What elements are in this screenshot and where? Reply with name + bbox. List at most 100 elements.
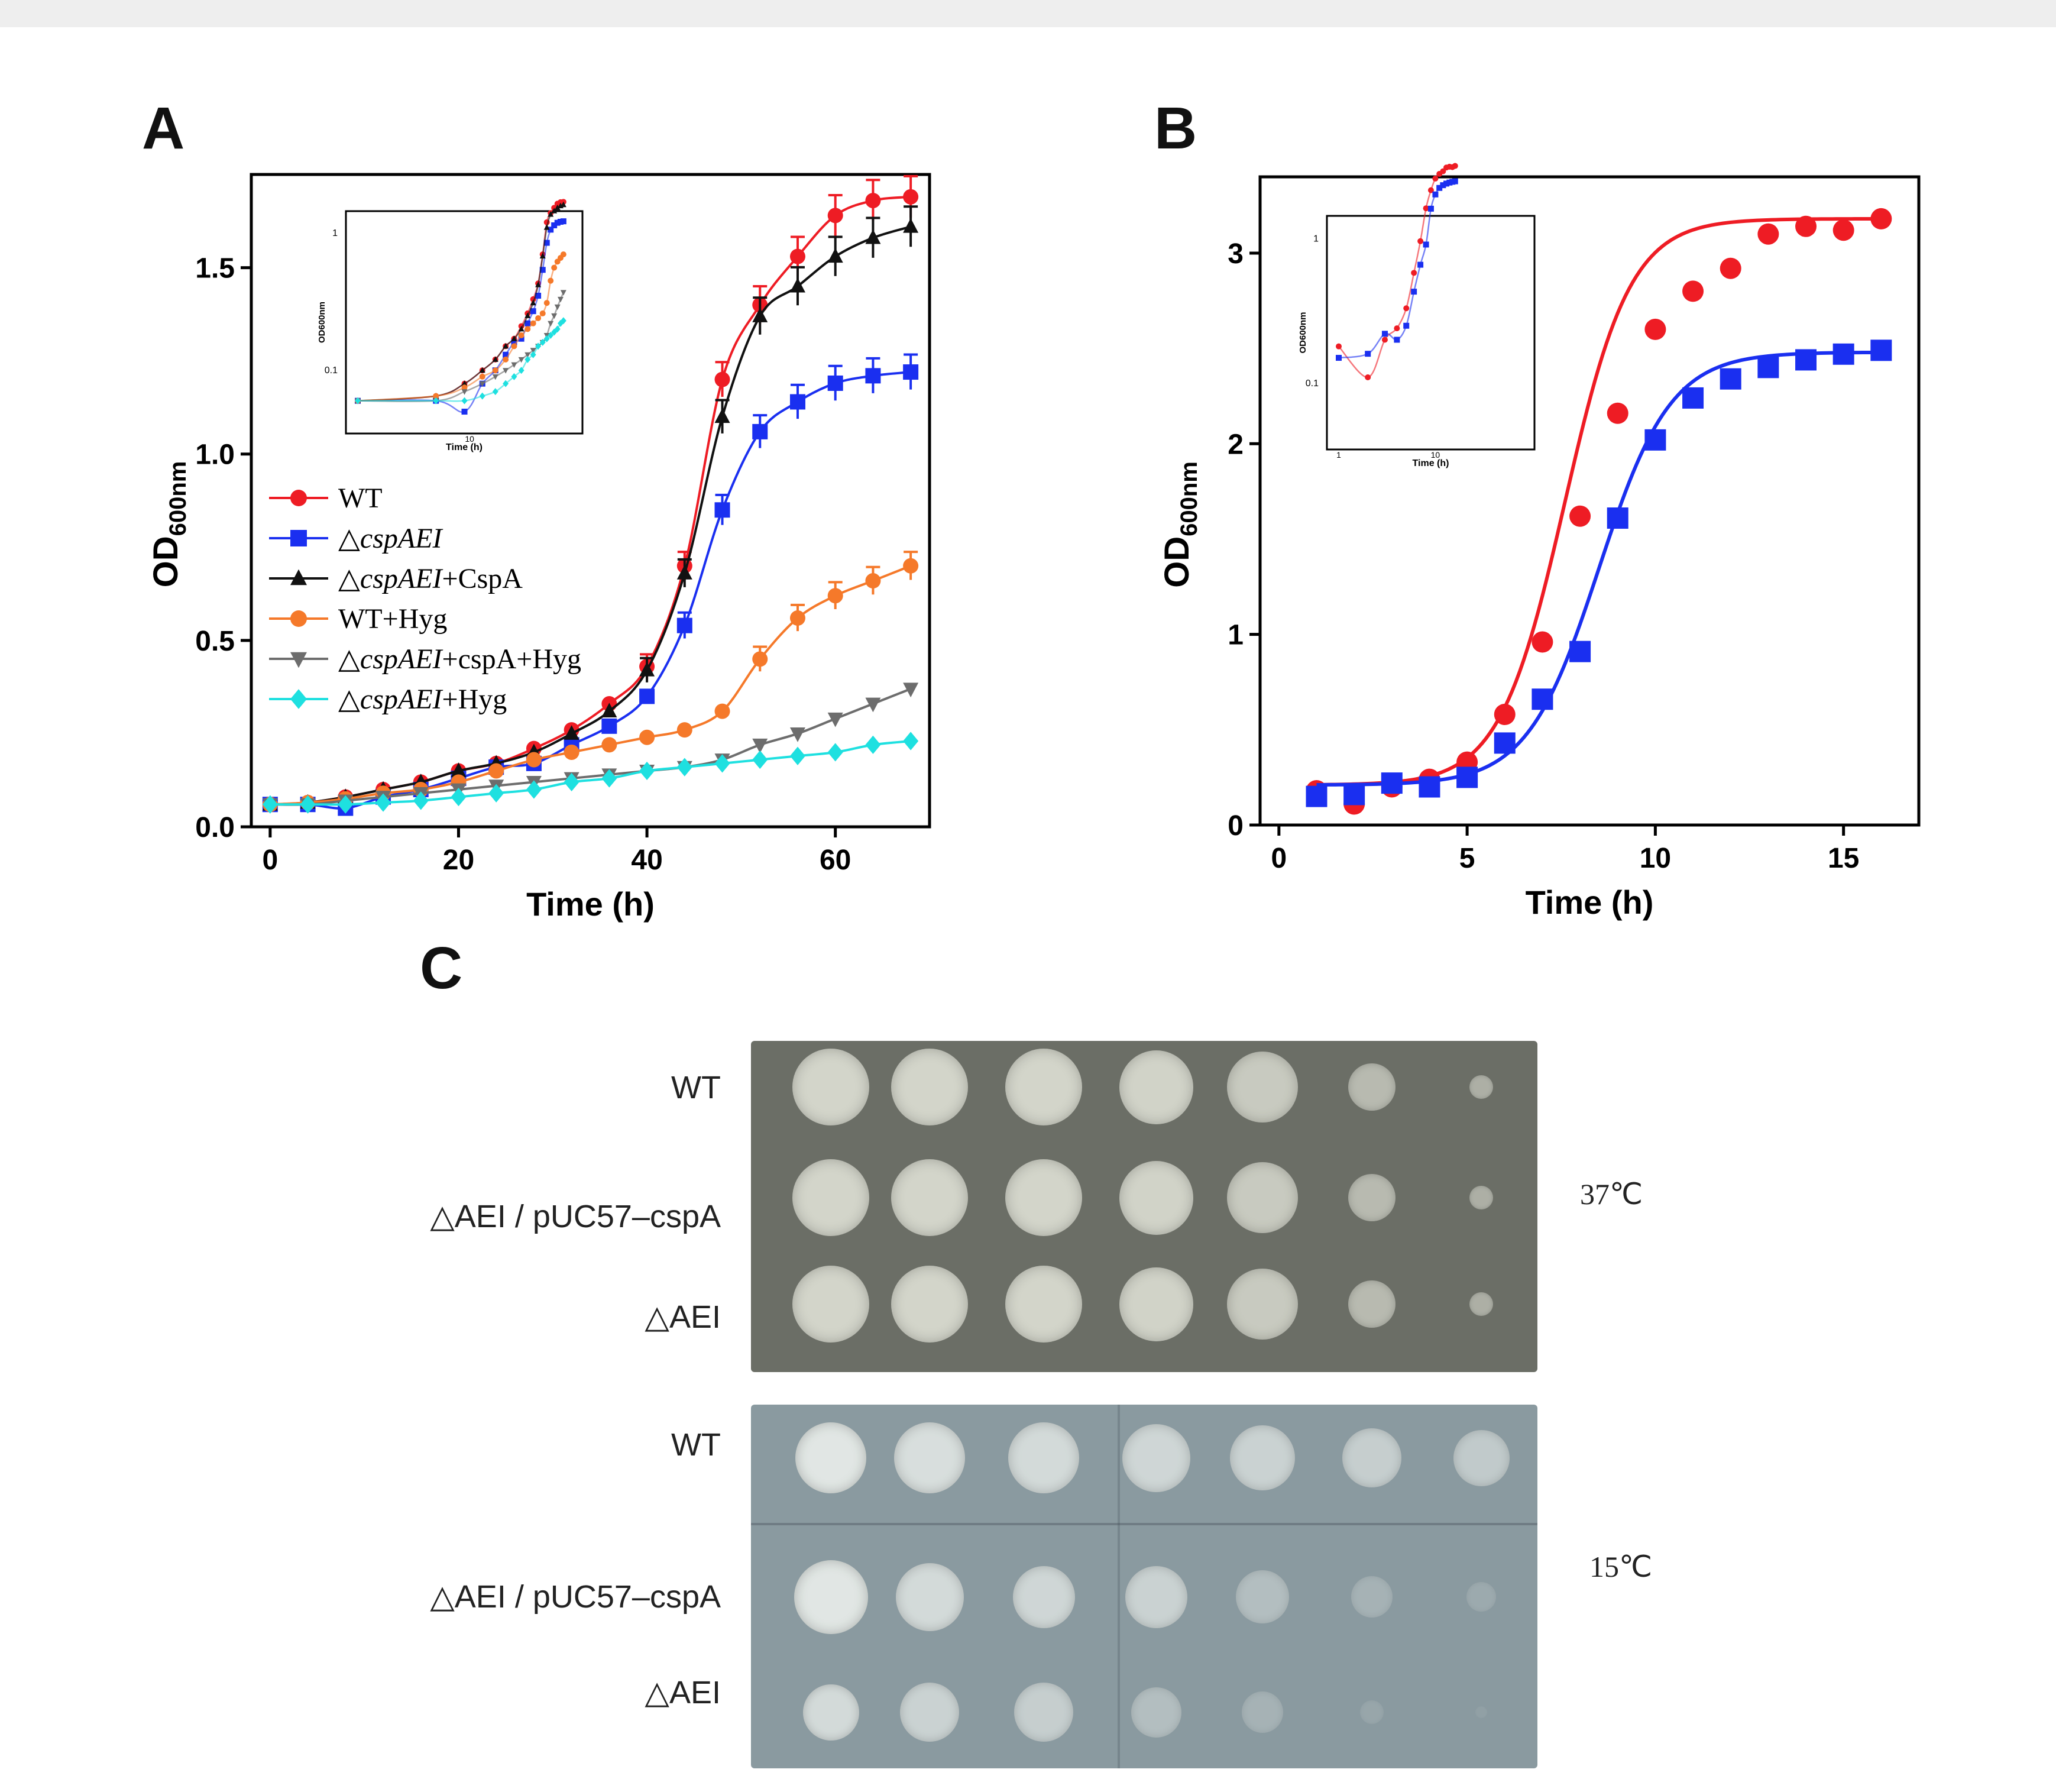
chart-b-data-point <box>1607 402 1628 424</box>
colony-spot <box>1348 1063 1396 1111</box>
chart-b-inset-point <box>1394 337 1400 343</box>
chart-b-inset-point <box>1423 241 1429 248</box>
colony-spot <box>1227 1269 1298 1340</box>
chart-b-data-point <box>1343 784 1365 806</box>
chart-a-data-point <box>639 729 655 745</box>
colony-spot <box>1469 1075 1493 1099</box>
chart-b-inset-point <box>1436 185 1443 191</box>
chart-a-data-point <box>903 558 919 574</box>
chart-a-inset-point <box>503 356 509 363</box>
chart-a-data-point <box>865 193 881 209</box>
chart-a-legend-label: △cspAEI+CspA <box>338 563 523 594</box>
chart-b-inset-point <box>1432 175 1439 182</box>
chart-b-data-point <box>1720 257 1741 279</box>
colony-spot <box>1469 1186 1493 1209</box>
chart-a-inset-point <box>560 201 566 208</box>
chart-b-inset-y-label: OD600nm <box>1298 312 1308 353</box>
chart-b-data-point <box>1832 219 1854 241</box>
colony-spot <box>895 1563 964 1631</box>
chart-a-data-point <box>752 750 768 769</box>
chart-b-inset-point <box>1336 355 1342 361</box>
chart-a-inset-point <box>554 204 561 211</box>
colony-spot <box>792 1159 869 1236</box>
chart-a-inset-point <box>461 397 468 405</box>
svg-text:OD600nm: OD600nm <box>1158 461 1202 588</box>
chart-a-data-point <box>564 772 579 791</box>
colony-spot <box>1466 1582 1496 1612</box>
colony-spot <box>1012 1565 1075 1628</box>
chart-a-inset-point <box>560 317 566 325</box>
chart-a-legend-marker <box>290 652 307 668</box>
chart-a-data-point <box>564 744 579 760</box>
chart-a-data-point <box>413 791 429 810</box>
chart-a-inset-point <box>560 290 566 296</box>
row-label-wt-37: WT <box>671 1070 721 1105</box>
chart-a-data-point <box>488 763 504 779</box>
chart-a-inset-point <box>539 267 546 273</box>
chart-b-inset-y-tick-label: 1 <box>1313 234 1319 244</box>
chart-a-inset-point <box>503 368 509 374</box>
panel-label-c: C <box>420 935 463 1001</box>
chart-a-inset-point <box>548 211 554 217</box>
chart-a-data-point <box>601 703 617 718</box>
chart-b-plot-frame <box>1258 175 1921 827</box>
chart-a-inset-point <box>518 332 524 338</box>
chart-b-inset-point <box>1403 305 1410 312</box>
chart-a-x-tick-label: 40 <box>631 845 662 876</box>
colony-spot <box>1119 1050 1193 1124</box>
chart-a-data-point <box>752 423 768 439</box>
chart-a-inset-point <box>511 335 517 341</box>
chart-b-x-tick-label: 10 <box>1640 843 1671 874</box>
plate-grid-line <box>1118 1405 1120 1768</box>
chart-a-inset-point <box>530 351 536 358</box>
colony-spot <box>1469 1292 1493 1316</box>
colony-spot <box>894 1422 965 1493</box>
chart-a-inset-point <box>554 304 561 310</box>
chart-a-inset-point <box>539 310 546 316</box>
chart-b-data-point <box>1757 357 1779 379</box>
chart-a-inset-point <box>492 388 498 396</box>
chart-a-inset-point <box>524 352 531 358</box>
chart-b-data-point <box>1644 318 1666 340</box>
chart-a-inset-point <box>479 381 485 387</box>
chart-a-data-point <box>903 364 919 380</box>
chart-a-data-point <box>903 682 919 698</box>
chart-a-inset-point <box>551 222 558 228</box>
chart-b-y-tick-label: 3 <box>1228 238 1244 270</box>
chart-a-inset-point <box>554 219 561 226</box>
chart-a-data-point <box>714 371 730 387</box>
chart-a-data-point <box>375 793 391 812</box>
chart-b-inset-point <box>1394 325 1400 332</box>
chart-a-inset-point <box>461 389 468 395</box>
chart-a-inset-y-label: OD600nm <box>317 302 327 343</box>
chart-a-data-point <box>865 229 881 244</box>
chart-a-data-point <box>827 743 843 762</box>
chart-a-data-point <box>865 735 881 754</box>
chart-a-legend-marker <box>290 490 307 506</box>
chart-a-data-point <box>789 746 805 765</box>
chart-a-inset-point <box>530 320 536 326</box>
plate-15c <box>751 1405 1537 1768</box>
chart-b-inset-point <box>1440 182 1446 189</box>
chart-b-inset-y-tick-label: 0.1 <box>1306 379 1319 389</box>
chart-a-data-point <box>676 722 692 738</box>
colony-spot <box>1348 1174 1396 1221</box>
chart-a-inset-point <box>511 362 517 368</box>
row-label-mutant-15: △AEI <box>645 1675 721 1710</box>
chart-a-data-point <box>827 375 843 391</box>
chart-b-data-point <box>1532 631 1553 653</box>
chart-a-inset-x-label: Time (h) <box>446 442 483 452</box>
chart-a-inset-point <box>530 348 536 354</box>
chart-b-inset-x-tick-label: 10 <box>1431 450 1440 460</box>
colony-spot <box>891 1049 968 1125</box>
colony-spot <box>1005 1049 1082 1125</box>
chart-b-data-point <box>1720 368 1741 390</box>
chart-b-data-point <box>1795 215 1817 237</box>
chart-a-data-point <box>451 762 467 777</box>
chart-a-y-tick-label: 0.0 <box>195 812 235 843</box>
svg-text:OD600nm: OD600nm <box>317 302 327 343</box>
chart-a-data-point <box>601 769 617 788</box>
chart-a-plot-frame <box>250 173 931 829</box>
chart-a-inset-point <box>355 397 361 405</box>
colony-spot <box>794 1560 868 1634</box>
